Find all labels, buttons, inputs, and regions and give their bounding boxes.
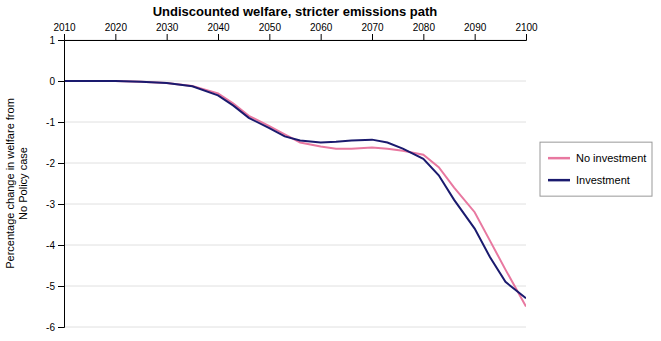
y-tick-mark	[58, 40, 64, 41]
grid-line	[64, 245, 526, 246]
x-tick: 2010	[53, 22, 76, 40]
y-tick-mark	[58, 245, 64, 246]
legend-frame	[540, 142, 652, 196]
y-tick: 0	[49, 76, 64, 87]
x-tick-mark	[475, 34, 476, 40]
x-tick-mark	[218, 34, 219, 40]
legend-swatch	[548, 157, 570, 160]
series-line	[64, 81, 526, 298]
x-tick-mark	[423, 34, 424, 40]
y-tick: 1	[49, 35, 64, 46]
y-tick-label: -2	[46, 158, 55, 169]
y-tick-label: -6	[46, 322, 55, 333]
y-axis-title: Percentage change in welfare fromNo Poli…	[4, 98, 29, 269]
x-tick: 2030	[156, 22, 179, 40]
x-tick-label: 2030	[156, 22, 179, 33]
series-group	[64, 81, 526, 307]
x-tick-mark	[526, 34, 527, 40]
x-tick-label: 2050	[259, 22, 282, 33]
x-tick: 2090	[464, 22, 487, 40]
y-tick-label: -5	[46, 281, 55, 292]
y-axis-title-line: No Policy case	[17, 147, 29, 220]
x-tick: 2100	[515, 22, 538, 40]
series-line	[64, 81, 526, 307]
x-tick-mark	[269, 34, 270, 40]
title: Undiscounted welfare, stricter emissions…	[153, 4, 438, 19]
plot: 2010 2020 2030 2040 2050 2060 2070 2080 2090 2100…	[4, 22, 538, 333]
y-axis: 1 0 -1 -2 -3 -4 -5 -6	[46, 35, 64, 333]
grid-line	[64, 163, 526, 164]
chart: 2010 2020 2030 2040 2050 2060 2070 2080 2090 2100…	[0, 0, 661, 341]
x-tick-mark	[167, 34, 168, 40]
legend-swatch	[548, 179, 570, 182]
legend-label: No investment	[576, 152, 646, 164]
legend: No investment Investment	[540, 142, 652, 196]
y-axis-line	[58, 41, 65, 328]
x-tick-label: 2070	[361, 22, 384, 33]
y-tick: -1	[46, 117, 64, 128]
x-tick-label: 2100	[515, 22, 538, 33]
x-tick: 2070	[361, 22, 384, 40]
x-axis-line	[65, 34, 527, 41]
legend-item: No investment	[548, 152, 646, 164]
grid-line	[64, 122, 526, 123]
y-tick: -2	[46, 158, 64, 169]
x-tick: 2050	[259, 22, 282, 40]
y-tick-mark	[58, 122, 64, 123]
y-tick-label: -4	[46, 240, 55, 251]
x-tick-label: 2040	[207, 22, 230, 33]
y-tick-label: -3	[46, 199, 55, 210]
y-axis-title-line: Percentage change in welfare from	[4, 98, 16, 269]
x-tick-mark	[115, 34, 116, 40]
y-tick-mark	[58, 286, 64, 287]
y-tick-mark	[58, 204, 64, 205]
legend-item: Investment	[548, 174, 630, 186]
y-tick-label: -1	[46, 117, 55, 128]
x-tick: 2020	[105, 22, 128, 40]
x-tick-mark	[372, 34, 373, 40]
y-tick: -4	[46, 240, 64, 251]
x-tick-label: 2090	[464, 22, 487, 33]
y-tick-mark	[58, 81, 64, 82]
y-tick-mark	[58, 163, 64, 164]
x-tick-label: 2060	[310, 22, 333, 33]
y-tick: -5	[46, 281, 64, 292]
x-tick: 2040	[207, 22, 230, 40]
x-tick-mark	[64, 34, 65, 40]
x-tick-mark	[321, 34, 322, 40]
y-tick-mark	[58, 327, 64, 328]
y-tick: -3	[46, 199, 64, 210]
x-tick-label: 2020	[105, 22, 128, 33]
grid-line	[64, 327, 526, 328]
y-tick: -6	[46, 322, 64, 333]
legend-label: Investment	[576, 174, 630, 186]
x-tick: 2080	[413, 22, 436, 40]
grid-line	[64, 286, 526, 287]
grid	[64, 40, 526, 327]
y-tick-label: 1	[49, 35, 55, 46]
x-tick-label: 2010	[53, 22, 76, 33]
x-axis: 2010 2020 2030 2040 2050 2060 2070 2080 2090 2100	[53, 22, 538, 41]
x-tick-label: 2080	[413, 22, 436, 33]
y-tick-label: 0	[49, 76, 55, 87]
x-tick: 2060	[310, 22, 333, 40]
